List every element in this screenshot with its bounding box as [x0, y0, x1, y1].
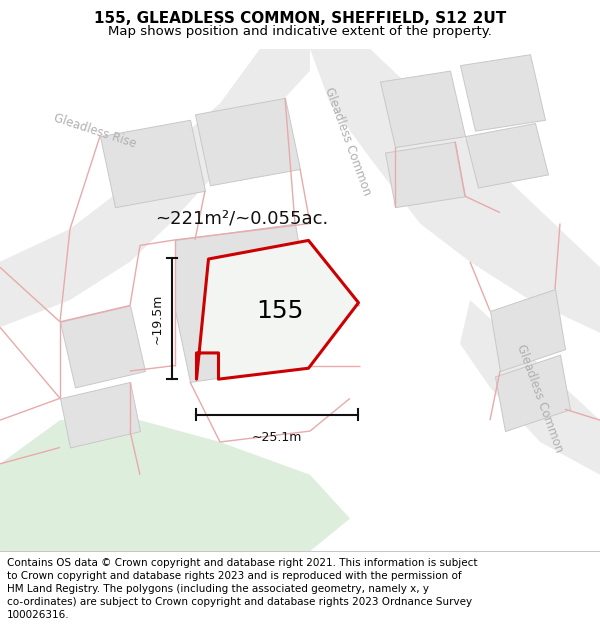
Text: co-ordinates) are subject to Crown copyright and database rights 2023 Ordnance S: co-ordinates) are subject to Crown copyr…: [7, 598, 472, 608]
Text: 155, GLEADLESS COMMON, SHEFFIELD, S12 2UT: 155, GLEADLESS COMMON, SHEFFIELD, S12 2U…: [94, 11, 506, 26]
Text: ~19.5m: ~19.5m: [151, 293, 164, 344]
Text: 155: 155: [256, 299, 304, 323]
Text: ~221m²/~0.055ac.: ~221m²/~0.055ac.: [155, 209, 328, 227]
Text: Gleadless Common: Gleadless Common: [514, 342, 566, 454]
Text: to Crown copyright and database rights 2023 and is reproduced with the permissio: to Crown copyright and database rights 2…: [7, 571, 462, 581]
Text: 100026316.: 100026316.: [7, 611, 70, 621]
Text: Map shows position and indicative extent of the property.: Map shows position and indicative extent…: [108, 25, 492, 38]
Text: HM Land Registry. The polygons (including the associated geometry, namely x, y: HM Land Registry. The polygons (includin…: [7, 584, 429, 594]
Text: Contains OS data © Crown copyright and database right 2021. This information is : Contains OS data © Crown copyright and d…: [7, 558, 478, 568]
Text: Gleadless Common: Gleadless Common: [322, 86, 374, 198]
Text: ~25.1m: ~25.1m: [252, 431, 302, 444]
Text: Gleadless Rise: Gleadless Rise: [52, 111, 138, 150]
